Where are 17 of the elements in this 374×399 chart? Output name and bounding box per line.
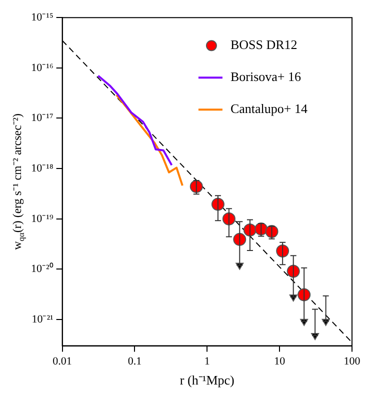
x-tick-label: 0.01: [52, 355, 72, 368]
legend-label: BOSS DR12: [230, 37, 298, 52]
x-tick-label: 0.1: [128, 355, 142, 368]
y-tick-label: 10⁻²⁰: [30, 262, 54, 276]
y-tick-label: 10⁻²¹: [32, 313, 54, 326]
x-tick-label: 10: [274, 355, 286, 368]
y-tick-label: 10⁻¹⁵: [31, 11, 54, 24]
legend-label: Cantalupo+ 14: [230, 101, 308, 116]
y-axis-title: wqα(r) (erg s⁻¹ cm⁻² arcsec⁻²): [10, 113, 26, 250]
x-tick-label: 1: [204, 355, 210, 368]
y-tick-label: 10⁻¹⁹: [31, 212, 54, 225]
y-tick-label: 10⁻¹⁸: [31, 162, 54, 174]
x-axis-title: r (h⁻¹Mpc): [180, 372, 234, 388]
x-tick-label: 100: [344, 355, 361, 368]
y-tick-label: 10⁻¹⁶: [31, 62, 54, 74]
legend-label: Borisova+ 16: [230, 69, 302, 84]
y-tick-label: 10⁻¹⁷: [31, 112, 54, 124]
